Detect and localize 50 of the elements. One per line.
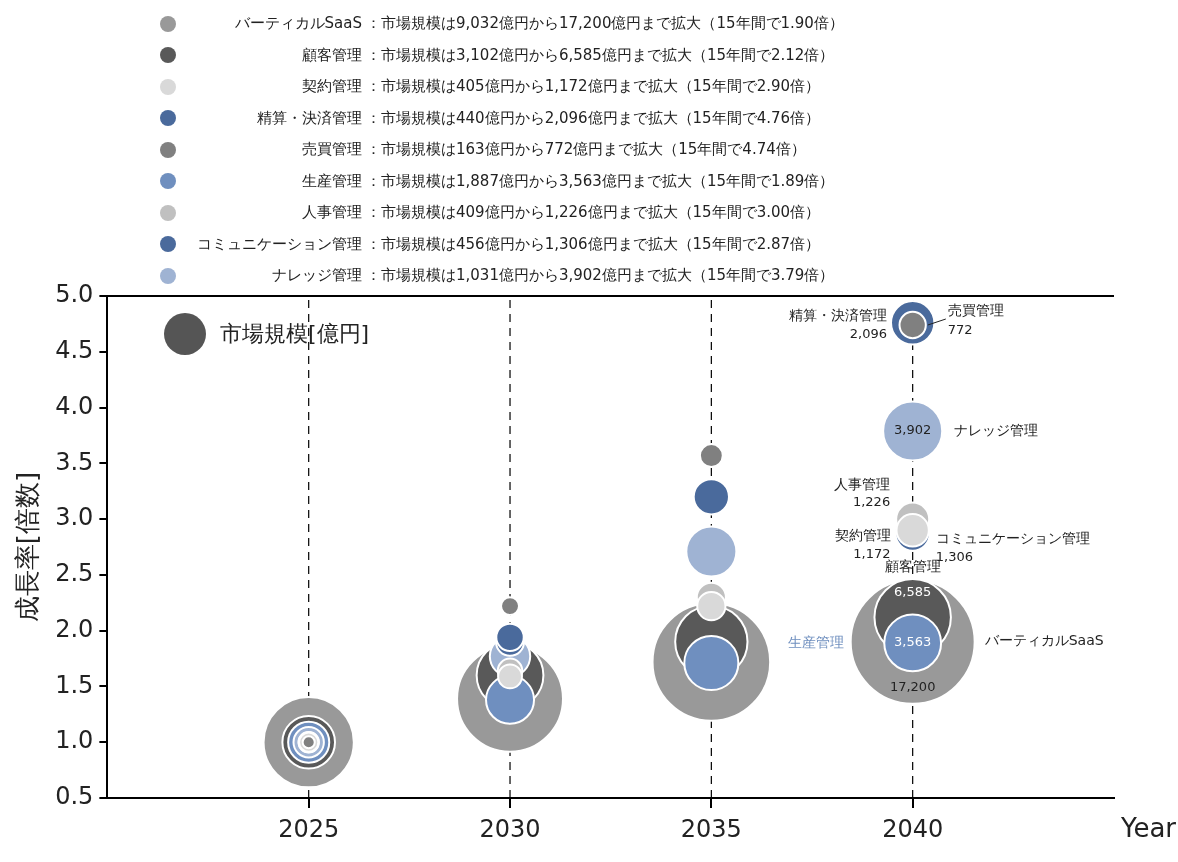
y-tick-label: 5.0 [55, 280, 94, 309]
text: ：市場規模は163億円から772億円まで拡大（15年間で4.74倍） [366, 140, 806, 160]
text: 契約管理 [302, 77, 362, 96]
series-label: 売買管理 [947, 301, 1004, 318]
y-tick-label: 4.0 [55, 391, 94, 420]
y-axis-title: 成長率[倍数] [12, 471, 43, 623]
text: 生産管理 [302, 171, 362, 190]
text: コミュニケーション管理 [935, 530, 1090, 547]
series-label: ナレッジ管理 [954, 421, 1039, 438]
text: ：市場規模は1,031億円から3,902億円まで拡大（15年間で3.79倍） [366, 266, 835, 286]
text: 精算・決済管理 [257, 108, 362, 127]
annotation: 1,226 [852, 494, 891, 510]
text: ：市場規模は405億円から1,172億円まで拡大（15年間で2.90倍） [366, 77, 821, 97]
annotation: 3,902 [894, 422, 932, 438]
series-label: 精算・決済管理 [789, 307, 888, 324]
annotation: 2,096 [849, 326, 888, 342]
series-label: 人事管理 [834, 475, 891, 492]
y-tick-label: 1.0 [55, 726, 94, 755]
y-tick-label: 0.5 [55, 782, 94, 811]
y-tick-label: 4.5 [55, 336, 94, 365]
annotation: 3,563 [894, 634, 932, 650]
text: 売買管理 [302, 140, 362, 159]
annotation: 6,585 [894, 584, 932, 600]
text: バーティカルSaaS [234, 14, 362, 33]
annotation: 17,200 [889, 679, 936, 695]
y-tick-label: 2.0 [55, 614, 94, 643]
text: ナレッジ管理 [272, 266, 362, 285]
text: 生産管理 [788, 633, 845, 650]
annotation: 772 [947, 322, 973, 338]
legend-label: コミュニケーション管理 [196, 234, 362, 254]
legend-title: 市場規模[億円] [220, 320, 370, 348]
y-tick-label: 2.5 [55, 559, 94, 588]
text: ：市場規模は1,887億円から3,563億円まで拡大（15年間で1.89倍） [366, 171, 835, 191]
y-tick-label: 3.0 [55, 503, 94, 532]
y-tick-label: 1.5 [55, 670, 94, 699]
x-tick-label: 2030 [479, 814, 541, 843]
x-tick-label: 2035 [680, 814, 742, 843]
text: 人事管理 [302, 203, 362, 222]
text: 顧客管理 [302, 45, 362, 64]
text: ：市場規模は440億円から2,096億円まで拡大（15年間で4.76倍） [366, 108, 821, 128]
text: ：市場規模は9,032億円から17,200億円まで拡大（15年間で1.90倍） [366, 14, 844, 34]
text: ：市場規模は456億円から1,306億円まで拡大（15年間で2.87倍） [366, 234, 821, 254]
x-tick-label: 2025 [278, 814, 340, 843]
series-label: バーティカルSaaS [983, 632, 1104, 649]
x-tick-label: 2040 [882, 814, 944, 843]
text: ：市場規模は409億円から1,226億円まで拡大（15年間で3.00倍） [366, 203, 821, 223]
y-tick-label: 3.5 [55, 447, 94, 476]
text: ：市場規模は3,102億円から6,585億円まで拡大（15年間で2.12倍） [366, 45, 835, 65]
x-axis-title: Year [1119, 812, 1177, 843]
series-label: 契約管理 [834, 526, 891, 543]
